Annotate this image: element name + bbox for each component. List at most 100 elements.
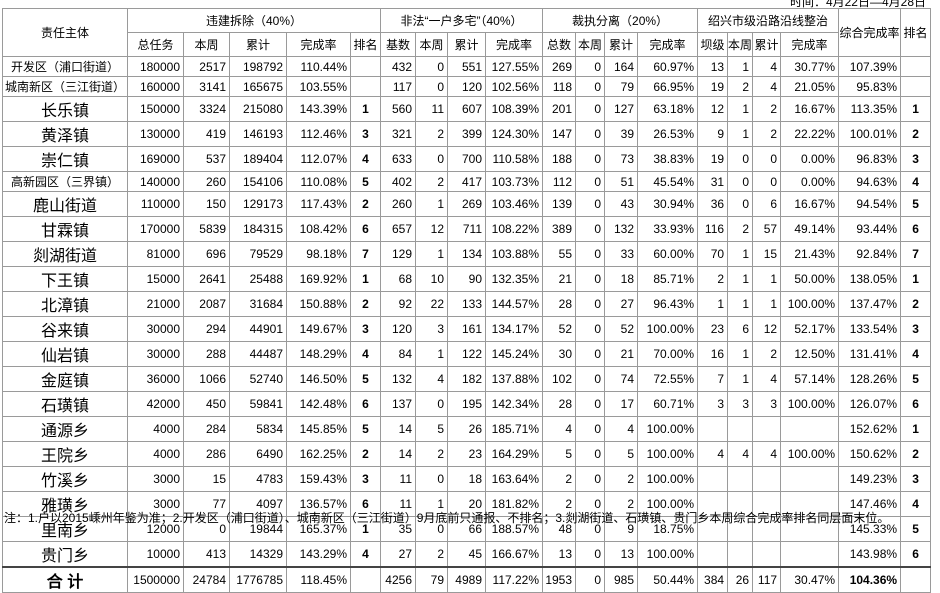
data-cell: 60.71% bbox=[637, 391, 699, 417]
data-cell: 1 bbox=[727, 56, 754, 77]
data-cell: 66 bbox=[447, 516, 486, 542]
data-cell: 161 bbox=[447, 316, 486, 342]
data-cell: 150.88% bbox=[286, 291, 351, 317]
data-cell: 24784 bbox=[183, 566, 230, 593]
data-cell: 28 bbox=[542, 391, 577, 417]
row: 黄泽镇 130000 419 146193 112.46% 3 321 2 399 124.30%… bbox=[2, 121, 932, 147]
row: 王院乡 4000 286 6490 162.25% 2 14 2 23 164.29% 5 0 5 100… bbox=[2, 441, 932, 467]
data-cell: 0.00% bbox=[780, 171, 840, 192]
data-cell: 92 bbox=[380, 291, 416, 317]
data-cell: 1 bbox=[727, 266, 754, 292]
sub-header: 累计 bbox=[447, 32, 486, 57]
data-cell: 117 bbox=[752, 566, 782, 593]
data-cell bbox=[350, 76, 381, 97]
data-cell: 124.30% bbox=[484, 121, 544, 147]
data-cell: 112.46% bbox=[286, 121, 351, 147]
data-cell: 6 bbox=[900, 541, 932, 568]
data-cell: 23 bbox=[697, 316, 729, 342]
data-cell: 96.43% bbox=[637, 291, 699, 317]
data-cell: 127 bbox=[604, 96, 639, 122]
data-cell: 551 bbox=[447, 56, 486, 77]
data-cell: 4000 bbox=[127, 416, 184, 442]
row-label: 贵门乡 bbox=[2, 541, 128, 568]
data-cell: 1 bbox=[727, 241, 754, 267]
data-cell: 2 bbox=[415, 541, 448, 568]
data-cell: 2 bbox=[752, 121, 782, 147]
sub-header: 基数 bbox=[380, 32, 416, 57]
row-label: 石璜镇 bbox=[2, 391, 128, 417]
data-cell: 2517 bbox=[183, 56, 230, 77]
data-cell: 0 bbox=[727, 191, 754, 217]
data-cell: 12 bbox=[752, 316, 782, 342]
data-cell: 100.00% bbox=[780, 291, 840, 317]
data-cell: 27 bbox=[604, 291, 639, 317]
data-cell: 0 bbox=[575, 341, 606, 367]
data-cell: 0 bbox=[575, 191, 606, 217]
row-label: 下王镇 bbox=[2, 266, 128, 292]
data-cell: 45.54% bbox=[637, 171, 699, 192]
data-cell: 417 bbox=[447, 171, 486, 192]
data-cell: 4 bbox=[752, 441, 782, 467]
data-cell: 7 bbox=[900, 241, 932, 267]
data-cell: 0 bbox=[575, 441, 606, 467]
data-cell: 72.55% bbox=[637, 366, 699, 392]
data-cell: 79 bbox=[604, 76, 639, 97]
sub-header: 总任务 bbox=[127, 32, 184, 57]
data-cell: 15 bbox=[183, 466, 230, 492]
data-cell: 21.05% bbox=[780, 76, 840, 97]
data-cell: 100.00% bbox=[637, 316, 699, 342]
data-cell: 6 bbox=[350, 391, 381, 417]
row: 石璜镇 42000 450 59841 142.48% 6 137 0 195 142.34% 28… bbox=[2, 391, 932, 417]
row-label: 通源乡 bbox=[2, 416, 128, 442]
data-cell: 1953 bbox=[542, 566, 577, 593]
time-range: 时间：4月22日—4月28日 bbox=[789, 0, 926, 9]
data-cell: 13 bbox=[697, 56, 729, 77]
data-cell: 110.44% bbox=[286, 56, 351, 77]
data-cell: 3 bbox=[900, 146, 932, 172]
data-cell: 0 bbox=[575, 566, 606, 593]
data-cell: 77 bbox=[183, 491, 230, 517]
data-cell: 100.00% bbox=[637, 416, 699, 442]
data-cell: 0 bbox=[575, 171, 606, 192]
data-cell: 12.50% bbox=[780, 341, 840, 367]
data-cell: 95.83% bbox=[838, 76, 902, 97]
data-cell: 103.73% bbox=[484, 171, 544, 192]
data-cell bbox=[697, 541, 729, 568]
data-cell: 4 bbox=[727, 441, 754, 467]
data-cell: 260 bbox=[183, 171, 230, 192]
data-cell: 3 bbox=[350, 466, 381, 492]
data-cell: 98.18% bbox=[286, 241, 351, 267]
data-cell: 150000 bbox=[127, 96, 184, 122]
sub-header: 总数 bbox=[542, 32, 577, 57]
header-cell: 综合完成率 bbox=[838, 8, 902, 57]
data-cell: 10000 bbox=[127, 541, 184, 568]
data-cell: 2 bbox=[604, 491, 639, 517]
data-cell: 6490 bbox=[229, 441, 287, 467]
data-cell: 3 bbox=[697, 391, 729, 417]
data-cell: 100.00% bbox=[637, 441, 699, 467]
row-label: 黄泽镇 bbox=[2, 121, 128, 147]
data-cell: 30.94% bbox=[637, 191, 699, 217]
data-cell: 4 bbox=[350, 541, 381, 568]
data-cell: 185.71% bbox=[484, 416, 544, 442]
data-cell: 2 bbox=[727, 216, 754, 242]
data-cell: 5 bbox=[604, 441, 639, 467]
data-cell: 0 bbox=[752, 171, 782, 192]
data-cell: 1500000 bbox=[127, 566, 184, 593]
data-cell: 11 bbox=[415, 96, 448, 122]
data-cell: 169000 bbox=[127, 146, 184, 172]
data-cell: 4 bbox=[697, 441, 729, 467]
data-cell: 19 bbox=[697, 146, 729, 172]
data-cell: 52 bbox=[604, 316, 639, 342]
data-cell: 147 bbox=[542, 121, 577, 147]
data-cell: 4 bbox=[752, 366, 782, 392]
data-cell: 44487 bbox=[229, 341, 287, 367]
row-label: 里南乡 bbox=[2, 516, 128, 542]
data-cell: 165675 bbox=[229, 76, 287, 97]
row: 谷来镇 30000 294 44901 149.67% 3 120 3 161 134.17% 52… bbox=[2, 316, 932, 342]
data-cell: 79529 bbox=[229, 241, 287, 267]
data-cell: 131.41% bbox=[838, 341, 902, 367]
data-cell: 1 bbox=[415, 191, 448, 217]
data-cell: 286 bbox=[183, 441, 230, 467]
